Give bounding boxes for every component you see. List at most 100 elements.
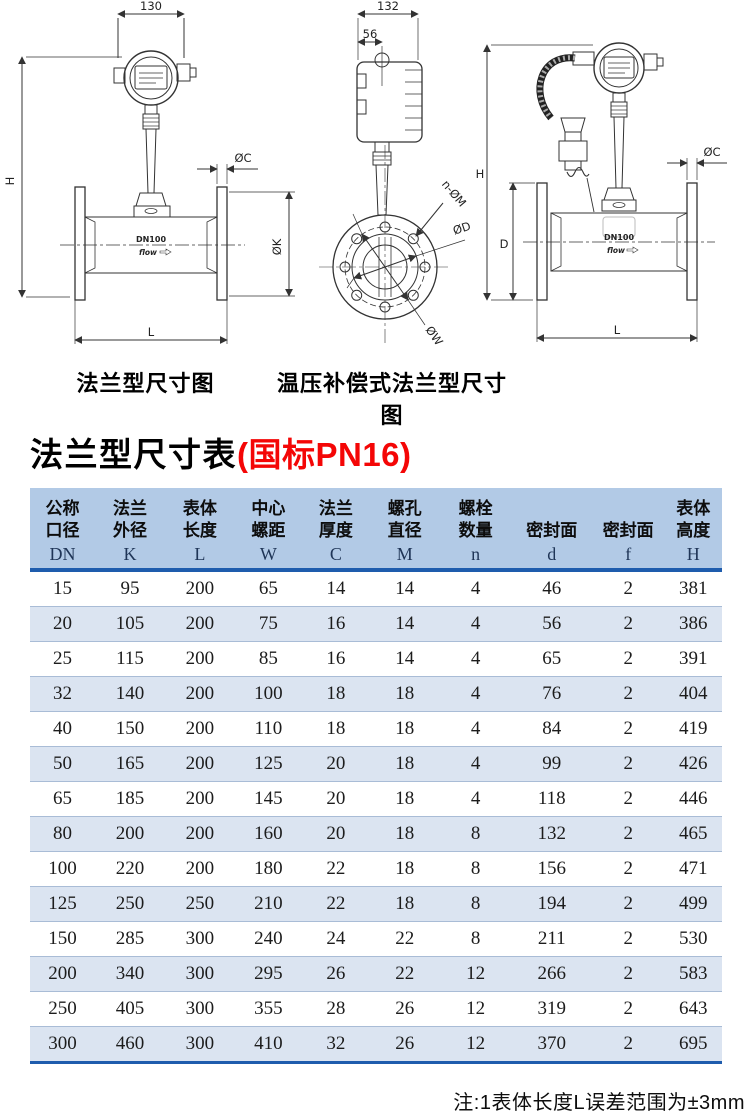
table-cell: 319	[511, 991, 592, 1027]
table-cell: 20	[30, 606, 96, 642]
table-cell: 22	[301, 886, 370, 922]
table-cell: 200	[164, 851, 235, 887]
table-cell: 2	[591, 746, 665, 782]
table-cell: 200	[95, 816, 165, 852]
table-cell: 100	[234, 676, 302, 712]
table-cell: 200	[164, 711, 235, 747]
table-row-dn-200: 200 340 300 295 26 22 12 266 2 583	[30, 956, 722, 992]
table-cell: 40	[30, 711, 96, 747]
table-cell: 125	[30, 886, 96, 922]
table-cell: 200	[164, 570, 235, 607]
table-cell: 160	[234, 816, 302, 852]
table-cell: 46	[511, 570, 592, 607]
table-cell: 4	[439, 606, 512, 642]
table-cell: 8	[439, 816, 512, 852]
column-header-M: 螺孔 直径 M	[369, 488, 440, 572]
table-cell: 266	[511, 956, 592, 992]
table-cell: 84	[511, 711, 592, 747]
table-cell: 185	[95, 781, 165, 817]
table-cell: 340	[95, 956, 165, 992]
table-cell: 156	[511, 851, 592, 887]
table-cell: 2	[591, 1026, 665, 1064]
table-cell: 4	[439, 781, 512, 817]
table-cell: 18	[301, 711, 370, 747]
table-cell: 25	[30, 641, 96, 677]
table-cell: 76	[511, 676, 592, 712]
table-row-dn-50: 50 165 200 125 20 18 4 99 2 426	[30, 746, 722, 782]
table-cell: 18	[369, 816, 440, 852]
table-row-dn-300: 300 460 300 410 32 26 12 370 2 695	[30, 1026, 722, 1064]
table-cell: 110	[234, 711, 302, 747]
table-cell: 150	[95, 711, 165, 747]
dimension-table: 公称 口径 DN 法兰 外径 K 表体 长度 L 中心 螺距 W 法兰 厚度 C 螺孔 直径 M 螺栓 数量 n 密封面 d…	[30, 488, 722, 1064]
table-cell: 32	[301, 1026, 370, 1064]
table-cell: 4	[439, 746, 512, 782]
table-cell: 460	[95, 1026, 165, 1064]
figure-temp-pressure-compensated: H D ØC L DN100 flow	[476, 42, 727, 342]
fig1-dim-oK: ØK	[270, 238, 284, 255]
fig1-dim-L: L	[148, 325, 155, 339]
table-cell: 410	[234, 1026, 302, 1064]
table-cell: 300	[164, 921, 235, 957]
fig2-dim-oD: ØD	[451, 219, 472, 238]
table-cell: 18	[369, 711, 440, 747]
fig3-dim-oC: ØC	[703, 145, 720, 159]
table-row-dn-15: 15 95 200 65 14 14 4 46 2 381	[30, 570, 722, 607]
fig1-dim-130: 130	[140, 0, 162, 13]
table-cell: 2	[591, 991, 665, 1027]
table-row-dn-250: 250 405 300 355 28 26 12 319 2 643	[30, 991, 722, 1027]
dimension-table-header: 公称 口径 DN 法兰 外径 K 表体 长度 L 中心 螺距 W 法兰 厚度 C 螺孔 直径 M 螺栓 数量 n 密封面 d…	[30, 488, 722, 572]
table-cell: 530	[664, 921, 722, 957]
table-cell: 465	[664, 816, 722, 852]
table-cell: 20	[301, 816, 370, 852]
fig1-dim-oC: ØC	[234, 151, 251, 165]
table-cell: 200	[164, 676, 235, 712]
table-cell: 583	[664, 956, 722, 992]
table-cell: 370	[511, 1026, 592, 1064]
table-cell: 2	[591, 816, 665, 852]
table-cell: 2	[591, 956, 665, 992]
fig2-dim-n-oM: n-ØM	[439, 177, 469, 209]
table-cell: 18	[369, 781, 440, 817]
table-cell: 56	[511, 606, 592, 642]
table-cell: 165	[95, 746, 165, 782]
fig2-dim-oW: ØW	[423, 323, 446, 348]
table-cell: 65	[511, 641, 592, 677]
table-cell: 240	[234, 921, 302, 957]
table-cell: 2	[591, 781, 665, 817]
table-cell: 26	[301, 956, 370, 992]
page-title-text: 法兰型尺寸表	[30, 436, 237, 473]
table-cell: 14	[301, 570, 370, 607]
table-cell: 446	[664, 781, 722, 817]
fig3-dim-H: H	[476, 167, 485, 181]
table-cell: 471	[664, 851, 722, 887]
table-cell: 24	[301, 921, 370, 957]
table-cell: 65	[234, 570, 302, 607]
table-cell: 26	[369, 1026, 440, 1064]
table-cell: 2	[591, 711, 665, 747]
fig3-dim-D: D	[500, 237, 509, 251]
table-cell: 2	[591, 886, 665, 922]
table-cell: 99	[511, 746, 592, 782]
page-title: 法兰型尺寸表(国标PN16)	[30, 428, 412, 476]
table-cell: 2	[591, 851, 665, 887]
table-cell: 200	[164, 606, 235, 642]
column-header-K: 法兰 外径 K	[95, 488, 165, 572]
table-cell: 22	[369, 921, 440, 957]
caption-temp-pressure-compensated: 温压补偿式法兰型尺寸图	[276, 371, 507, 428]
table-cell: 695	[664, 1026, 722, 1064]
column-header-DN: 公称 口径 DN	[30, 488, 96, 572]
table-cell: 300	[164, 956, 235, 992]
table-cell: 28	[301, 991, 370, 1027]
table-cell: 14	[369, 641, 440, 677]
table-cell: 200	[164, 816, 235, 852]
header-row: 公称 口径 DN 法兰 外径 K 表体 长度 L 中心 螺距 W 法兰 厚度 C 螺孔 直径 M 螺栓 数量 n 密封面 d…	[30, 488, 722, 572]
table-row-dn-80: 80 200 200 160 20 18 8 132 2 465	[30, 816, 722, 852]
column-header-L: 表体 长度 L	[164, 488, 235, 572]
table-cell: 22	[301, 851, 370, 887]
table-cell: 50	[30, 746, 96, 782]
table-row-dn-25: 25 115 200 85 16 14 4 65 2 391	[30, 641, 722, 677]
table-cell: 8	[439, 921, 512, 957]
table-cell: 12	[439, 956, 512, 992]
table-cell: 115	[95, 641, 165, 677]
